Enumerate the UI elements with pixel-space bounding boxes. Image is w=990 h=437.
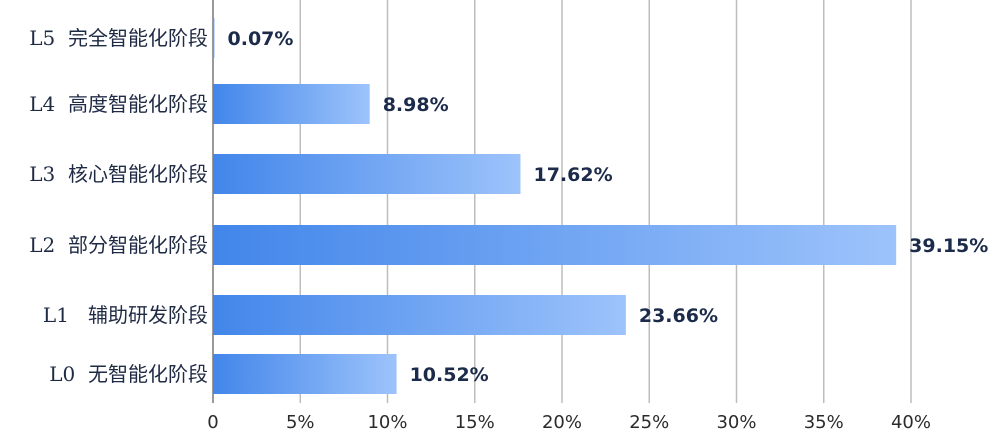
value-label: 0.07%	[228, 28, 294, 50]
bar	[213, 354, 397, 394]
x-tick-label: 30%	[716, 412, 756, 433]
category-label: L0 无智能化阶段	[49, 362, 208, 386]
value-label: 8.98%	[383, 94, 449, 116]
x-tick-label: 40%	[891, 412, 931, 433]
category-label: L5 完全智能化阶段	[29, 26, 208, 50]
bar	[213, 18, 215, 58]
value-label: 23.66%	[639, 305, 718, 327]
x-tick-label: 25%	[629, 412, 669, 433]
category-label: L3 核心智能化阶段	[29, 162, 208, 186]
value-label: 39.15%	[909, 235, 988, 257]
bar	[213, 295, 626, 335]
bars	[213, 18, 897, 394]
x-tick-label: 35%	[804, 412, 844, 433]
labels: 0 5% 10% 15% 20% 25% 30% 35% 40% L5 完全智能化阶段 0.07% L…	[29, 26, 988, 433]
x-tick-label: 5%	[286, 412, 315, 433]
value-label: 10.52%	[410, 364, 489, 386]
category-label: L4 高度智能化阶段	[29, 92, 208, 116]
bar	[213, 154, 521, 194]
bar	[213, 225, 897, 265]
category-label: L1 辅助研发阶段	[43, 303, 208, 327]
category-label: L2 部分智能化阶段	[29, 233, 208, 257]
bar	[213, 84, 370, 124]
gridlines	[212, 0, 912, 403]
value-label: 17.62%	[533, 164, 612, 186]
x-tick-label: 15%	[455, 412, 495, 433]
x-tick-label: 0	[207, 412, 218, 433]
x-tick-label: 10%	[367, 412, 407, 433]
x-tick-label: 20%	[542, 412, 582, 433]
